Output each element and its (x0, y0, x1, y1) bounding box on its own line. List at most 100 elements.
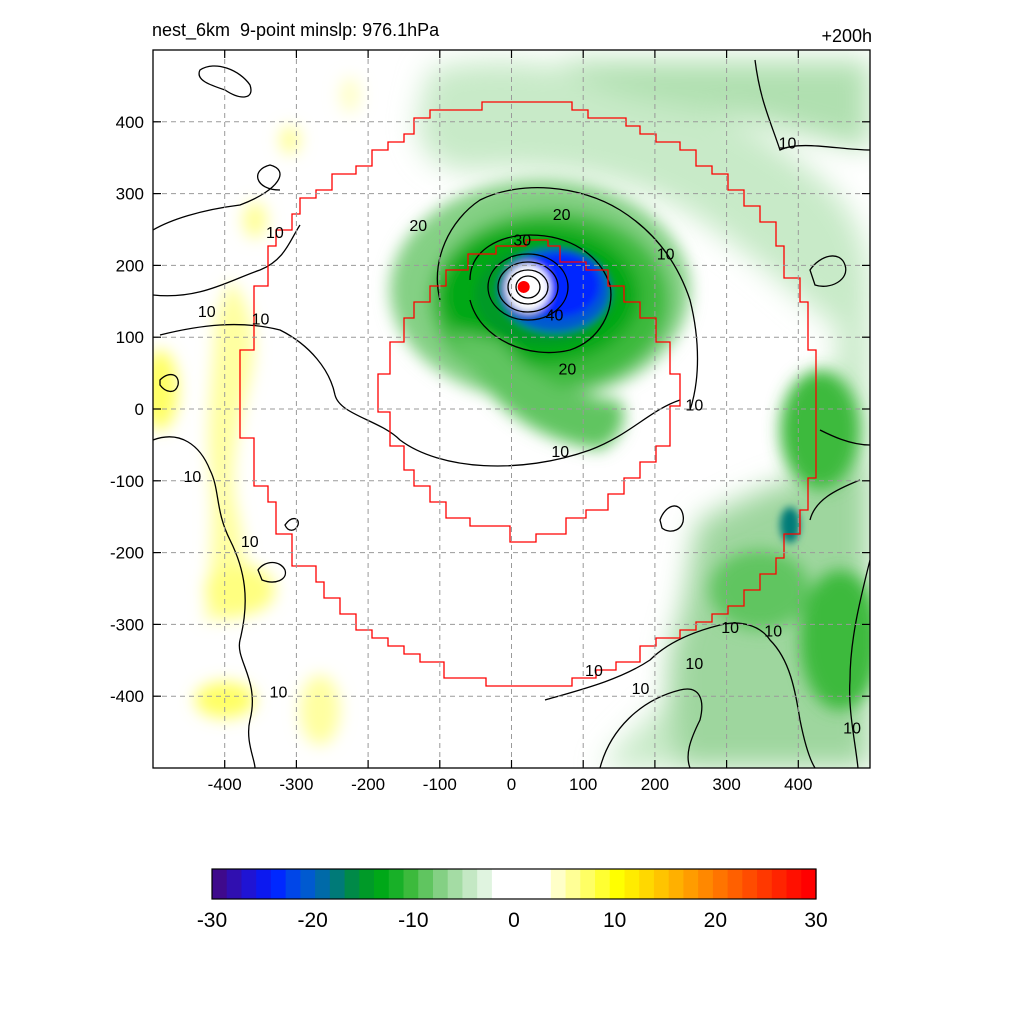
contour-label: 30 (513, 232, 531, 249)
contour-line (809, 255, 847, 287)
contour-line (159, 373, 179, 393)
colorbar-swatch (212, 869, 228, 899)
storm-center-marker (517, 280, 530, 293)
y-axis: 400 300 200 100 0 -100 -200 -300 -400 (110, 113, 870, 706)
colorbar: -30 -20 -10 0 10 20 30 (197, 868, 828, 932)
colorbar-swatch (241, 869, 257, 899)
x-tick-label: -200 (351, 775, 385, 794)
contour-label: 10 (551, 444, 569, 461)
contour-label: 10 (241, 534, 259, 551)
x-tick-label: -400 (208, 775, 242, 794)
colorbar-swatch (344, 869, 360, 899)
y-tick-label: 200 (116, 256, 144, 275)
colorbar-swatch (536, 869, 552, 899)
colorbar-swatch (609, 869, 626, 899)
colorbar-swatch (285, 869, 301, 899)
contour-label: 10 (270, 685, 288, 702)
colorbar-swatch (447, 869, 464, 899)
colorbar-swatch (550, 869, 567, 899)
contour-line (153, 164, 281, 231)
x-tick-label: -300 (279, 775, 313, 794)
colorbar-swatch (668, 869, 685, 899)
colorbar-swatch (727, 869, 743, 899)
colorbar-swatch (477, 869, 493, 899)
field-yellow-layer (153, 77, 360, 745)
contour-label: 10 (764, 624, 782, 641)
colorbar-swatch (329, 869, 346, 899)
contour-line (819, 429, 870, 446)
contour-lines (153, 59, 870, 768)
contour-label: 10 (721, 620, 739, 637)
contour-label: 10 (266, 225, 284, 242)
colorbar-swatch (698, 869, 714, 899)
colorbar-swatch (403, 869, 419, 899)
contour-label: 10 (657, 247, 675, 264)
contour-label: 40 (546, 308, 564, 325)
x-tick-label: 400 (784, 775, 812, 794)
y-tick-label: 100 (116, 328, 144, 347)
colorbar-frame (211, 868, 817, 900)
colorbar-tick-label: -10 (398, 909, 428, 932)
colorbar-swatch (256, 869, 272, 899)
x-tick-label: 100 (569, 775, 597, 794)
x-tick-label: 200 (641, 775, 669, 794)
colorbar-swatch (315, 869, 331, 899)
colorbar-swatch (771, 869, 788, 899)
colorbar-swatch (786, 869, 802, 899)
plot-title: nest_6km 9-point minslp: 976.1hPa (152, 20, 440, 40)
x-axis: -400 -300 -200 -100 0 100 200 300 400 (208, 50, 812, 794)
colorbar-swatch (418, 869, 434, 899)
colorbar-swatch (432, 869, 449, 899)
y-tick-label: 0 (135, 400, 144, 419)
contour-line (153, 436, 256, 768)
colorbar-tick-label: -30 (197, 909, 227, 932)
contour-line (809, 479, 861, 521)
contour-line (599, 688, 703, 768)
domain-boundaries (239, 101, 817, 687)
colorbar-swatch (300, 869, 316, 899)
contour-label: 10 (843, 721, 861, 738)
colorbar-swatch (580, 869, 596, 899)
contour-line (436, 187, 699, 411)
colorbar-swatch (653, 869, 670, 899)
colorbar-swatch (595, 869, 611, 899)
contour-label: 10 (198, 304, 216, 321)
y-tick-label: 400 (116, 113, 144, 132)
colorbar-swatch (624, 869, 640, 899)
contour-label: 10 (632, 681, 650, 698)
y-tick-label: -100 (110, 472, 144, 491)
contour-line (515, 275, 541, 299)
outer-domain-boundary (239, 101, 817, 687)
colorbar-swatch (742, 869, 758, 899)
inner-domain-boundary (377, 239, 681, 543)
colorbar-swatch (462, 869, 478, 899)
colorbar-swatch (226, 869, 243, 899)
x-tick-label: -100 (423, 775, 457, 794)
colorbar-swatch (801, 869, 817, 899)
colorbar-tick-label: -20 (297, 909, 327, 932)
contour-line (198, 65, 252, 98)
contour-line (257, 561, 287, 583)
colorbar-tick-label: 30 (804, 909, 827, 932)
y-tick-label: -200 (110, 544, 144, 563)
colorbar-swatch (388, 869, 405, 899)
contour-line (659, 505, 684, 532)
contour-line (159, 323, 681, 467)
contour-line (507, 269, 549, 305)
contour-label: 10 (685, 656, 703, 673)
contour-label: 10 (252, 311, 270, 328)
grid-lines (153, 50, 870, 768)
colorbar-swatch (270, 869, 287, 899)
forecast-time-label: +200h (821, 26, 872, 46)
contour-line (487, 253, 569, 321)
y-tick-label: -300 (110, 615, 144, 634)
x-tick-label: 300 (712, 775, 740, 794)
colorbar-swatch (712, 869, 729, 899)
contour-line (754, 59, 870, 151)
contour-label: 10 (779, 135, 797, 152)
contour-label: 20 (409, 218, 427, 235)
colorbar-tick-label: 10 (603, 909, 626, 932)
colorbar-swatch (491, 869, 508, 899)
contour-labels: 10 10 10 10 10 10 20 20 30 40 20 10 10 10 10 10 10 10 10 10… (184, 135, 862, 738)
